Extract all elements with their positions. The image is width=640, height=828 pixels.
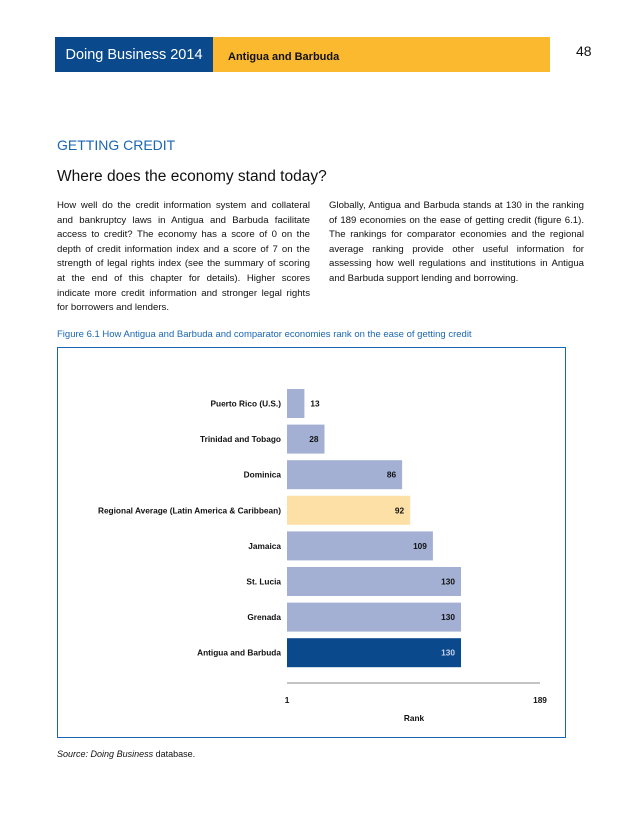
- data-label: 86: [387, 470, 397, 480]
- data-label: 130: [441, 577, 455, 587]
- category-label: Puerto Rico (U.S.): [210, 399, 281, 409]
- bar: [287, 531, 433, 561]
- source-label: Source:: [57, 749, 89, 759]
- bar: [287, 495, 411, 525]
- paragraph-right: Globally, Antigua and Barbuda stands at …: [329, 200, 584, 284]
- data-label: 92: [395, 505, 405, 515]
- category-label: Regional Average (Latin America & Caribb…: [98, 505, 281, 515]
- bar: [287, 389, 305, 418]
- x-tick-label: 189: [533, 695, 547, 705]
- paragraph-left: How well do the credit information syste…: [57, 200, 310, 314]
- bar: [287, 460, 403, 490]
- figure-title: Figure 6.1 How Antigua and Barbuda and c…: [57, 329, 472, 340]
- data-label: 28: [309, 434, 319, 444]
- economy-name: Antigua and Barbuda: [213, 37, 550, 72]
- x-tick-label: 1: [285, 695, 290, 705]
- subtitle: Where does the economy stand today?: [57, 168, 327, 185]
- section-title: GETTING CREDIT: [57, 137, 176, 153]
- category-label: Dominica: [244, 470, 282, 480]
- page-number: 48: [576, 43, 592, 59]
- data-label: 130: [441, 648, 455, 658]
- report-title: Doing Business 2014: [55, 37, 213, 72]
- data-label: 130: [441, 612, 455, 622]
- source-rest: database.: [153, 749, 196, 759]
- chart-frame: Puerto Rico (U.S.) 13 Trinidad and Tobago 2…: [57, 347, 566, 738]
- source-italic: Doing Business: [90, 749, 154, 759]
- category-label: Antigua and Barbuda: [197, 648, 281, 658]
- bar: [287, 638, 462, 668]
- bar: [287, 602, 462, 632]
- category-label: St. Lucia: [246, 577, 281, 587]
- category-label: Jamaica: [248, 541, 281, 551]
- category-label: Trinidad and Tobago: [200, 434, 281, 444]
- bar: [287, 424, 325, 454]
- category-label: Grenada: [247, 612, 281, 622]
- source-note: Source: Doing Business database.: [57, 749, 195, 759]
- data-label: 109: [413, 541, 427, 551]
- bar-chart: Puerto Rico (U.S.) 13 Trinidad and Tobago 2…: [98, 389, 547, 723]
- bar: [287, 567, 462, 596]
- data-label: 13: [310, 399, 320, 409]
- x-axis-title: Rank: [404, 713, 425, 723]
